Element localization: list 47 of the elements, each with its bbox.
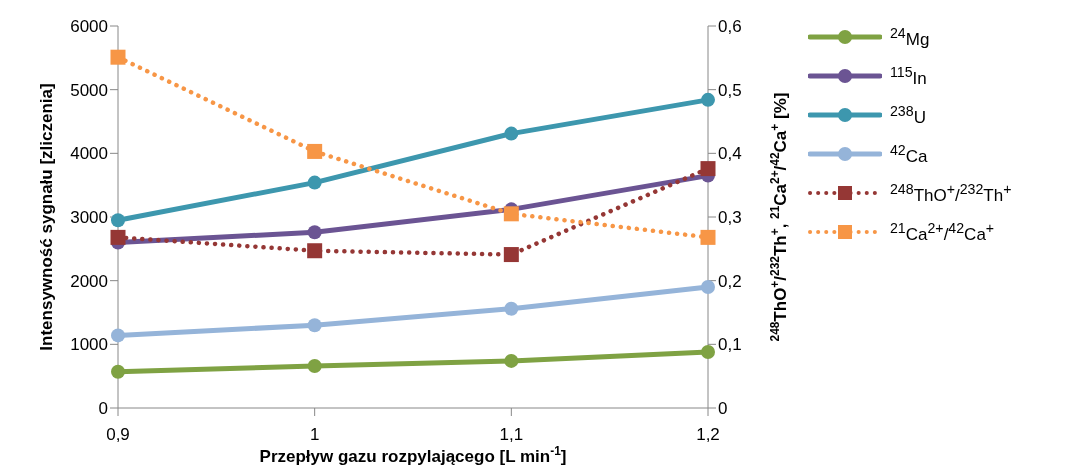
- point: [307, 243, 323, 259]
- point: [504, 126, 519, 141]
- y2-tick-label: 0,5: [718, 80, 742, 100]
- y-tick-label: 5000: [70, 80, 108, 100]
- y2-tick-label: 0,3: [718, 208, 742, 228]
- point: [701, 92, 715, 107]
- point: [110, 229, 126, 245]
- point: [307, 143, 323, 159]
- y2-tick-label: 0: [718, 399, 728, 419]
- point: [504, 353, 519, 368]
- y2-tick-label: 0,4: [718, 144, 742, 164]
- point: [701, 280, 715, 295]
- y-tick-label: 6000: [70, 17, 108, 37]
- point: [700, 229, 716, 245]
- point: [701, 344, 715, 359]
- x-axis-title: Przepływ gazu rozpylającego [L min$^{-1}$]: [259, 444, 567, 466]
- point: [111, 328, 125, 343]
- legend-label: $^{24}$Mg: [890, 24, 930, 50]
- point: [307, 175, 322, 190]
- point: [307, 358, 322, 373]
- point: [700, 161, 716, 177]
- y-axis-title: Intensywność sygnału [zliczenia]: [37, 83, 56, 351]
- point: [503, 247, 519, 263]
- x-tick-label: 1: [309, 425, 320, 445]
- y-tick-label: 1000: [70, 335, 108, 355]
- x-tick-label: 1,1: [499, 425, 524, 445]
- y-tick-label: 3000: [70, 208, 108, 228]
- legend-label: $^{248}$ThO$^{+}$/$^{232}$Th$^{+}$: [890, 180, 1012, 206]
- legend-label: $^{238}$U: [890, 102, 926, 128]
- y-tick-label: 4000: [70, 144, 108, 164]
- legend-label: $^{115}$In: [890, 63, 927, 89]
- point: [307, 318, 322, 333]
- x-tick-label: 0,9: [106, 425, 130, 445]
- y-tick-label: 0: [98, 399, 108, 419]
- point: [307, 225, 322, 240]
- legend-label: $^{21}$Ca$^{2+}$/$^{42}$Ca$^{+}$: [890, 219, 995, 245]
- y2-tick-label: 0,2: [718, 271, 742, 291]
- legend-label: $^{42}$Ca: [890, 141, 928, 167]
- point: [111, 213, 125, 228]
- point: [504, 301, 519, 316]
- y2-tick-label: 0,6: [718, 17, 742, 37]
- point: [503, 206, 519, 222]
- x-tick-label: 1,2: [696, 425, 720, 445]
- y2-tick-label: 0,1: [718, 335, 742, 355]
- point: [111, 364, 125, 379]
- point: [110, 49, 126, 65]
- y-tick-label: 2000: [70, 271, 108, 291]
